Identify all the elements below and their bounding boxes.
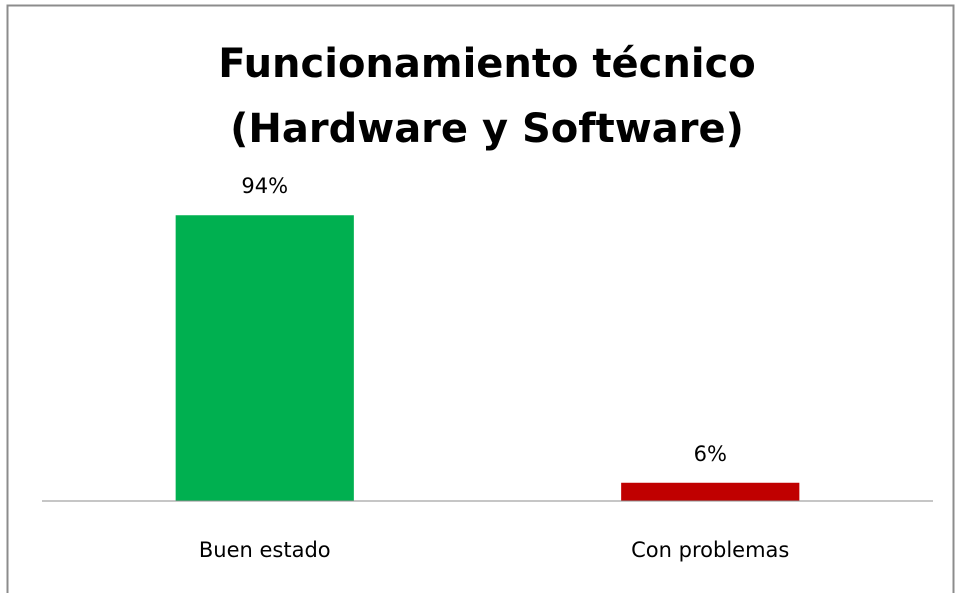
- value-label: 6%: [694, 442, 727, 466]
- x-tick-label: Buen estado: [199, 538, 331, 562]
- chart-border: [6, 4, 955, 593]
- chart-title: (Hardware y Software): [230, 106, 744, 152]
- bar: [621, 482, 800, 501]
- x-tick-label: Con problemas: [631, 538, 789, 562]
- chart-title: Funcionamiento técnico: [218, 41, 756, 87]
- value-label: 94%: [241, 174, 288, 198]
- bar: [175, 215, 354, 502]
